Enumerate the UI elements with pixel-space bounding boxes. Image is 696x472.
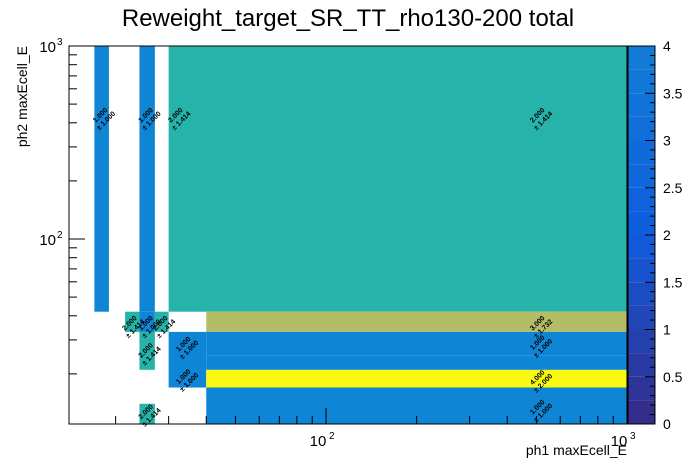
- palette-band: [628, 353, 655, 377]
- palette-tick-label: 3: [663, 133, 671, 149]
- heatmap-cell: [206, 331, 627, 356]
- axes: 10 2 10 310 210 3: [39, 37, 636, 450]
- y-tick-exponent: 3: [57, 37, 63, 48]
- heatmap-cell: [125, 311, 140, 332]
- palette-tick-label: 2: [663, 227, 671, 243]
- palette-band: [628, 235, 655, 259]
- palette-band: [628, 93, 655, 117]
- heatmap-cell: [139, 403, 155, 424]
- palette-band: [628, 116, 655, 141]
- heatmap-cell: [139, 331, 155, 370]
- x-axis-label: ph1 maxEcell_E: [526, 442, 627, 458]
- x-tick-label: 10: [310, 433, 327, 450]
- x-tick-label: 10: [611, 433, 628, 450]
- heatmap-cell: [168, 331, 207, 388]
- heatmap-cell: [206, 355, 627, 370]
- palette-band: [628, 400, 655, 424]
- palette-tick-label: 3.5: [663, 85, 683, 101]
- palette-tick-label: 1: [663, 322, 671, 338]
- palette-band: [628, 164, 655, 188]
- palette-band: [628, 46, 655, 70]
- y-tick-label: 10: [39, 232, 56, 249]
- palette-tick-label: 2.5: [663, 180, 683, 196]
- palette-band: [628, 329, 655, 354]
- palette-tick-label: 0.5: [663, 369, 683, 385]
- heatmap-cell: [139, 46, 155, 312]
- heatmap-cell: [206, 311, 627, 332]
- color-palette: 0 0.5 1 1.5 2 2.5 3 3.5 4: [627, 38, 683, 432]
- cell-value-label: 1.000± 1.000: [90, 105, 117, 132]
- palette-band: [628, 282, 655, 306]
- palette-band: [628, 69, 655, 94]
- palette-tick-label: 0: [663, 416, 671, 432]
- heatmap-cell: [168, 46, 627, 312]
- y-axis-label: ph2 maxEcell_E: [14, 46, 30, 147]
- palette-tick-label: 1.5: [663, 274, 683, 290]
- y-tick-label: 10: [39, 39, 56, 56]
- palette-tick-label: 4: [663, 38, 671, 54]
- heatmap-cell: [206, 369, 627, 388]
- x-tick-exponent: 2: [329, 431, 335, 442]
- heatmap-cell: [139, 311, 155, 332]
- palette-band: [628, 211, 655, 235]
- plot-frame: [68, 45, 628, 425]
- heatmap-cell: [94, 46, 109, 312]
- x-tick-exponent: 3: [630, 431, 636, 442]
- y-tick-exponent: 2: [57, 230, 63, 241]
- heatmap-cells: [94, 46, 627, 424]
- chart-title: Reweight_target_SR_TT_rho130-200 total: [122, 5, 574, 32]
- heatmap-cell: [154, 311, 169, 332]
- palette-band: [628, 305, 655, 330]
- palette-band: [628, 187, 655, 212]
- palette-band: [628, 140, 655, 165]
- palette-band: [628, 376, 655, 401]
- palette-band: [628, 258, 655, 283]
